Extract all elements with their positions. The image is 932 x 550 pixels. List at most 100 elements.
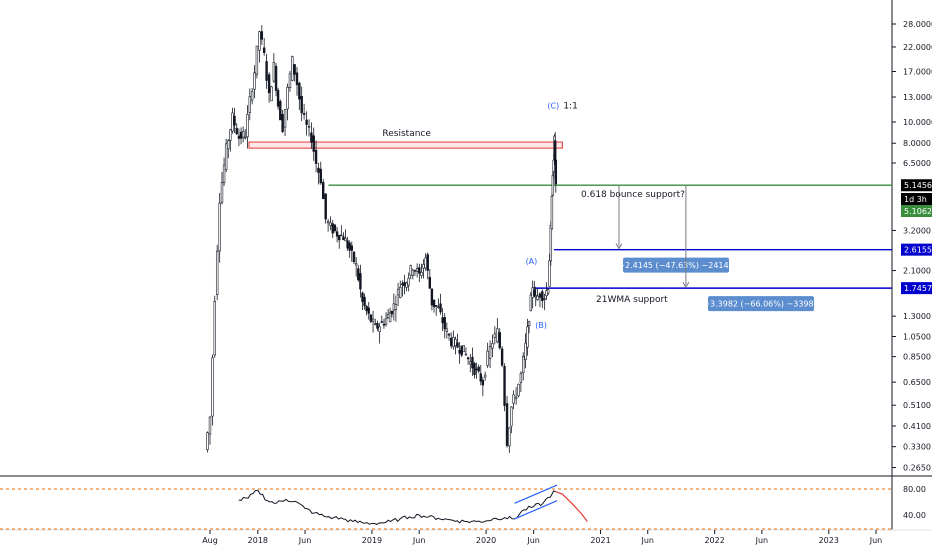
candle-body bbox=[272, 61, 276, 82]
candle-body bbox=[488, 346, 492, 359]
oscillator-channel-lower[interactable] bbox=[514, 500, 558, 520]
candle bbox=[394, 295, 398, 322]
candle bbox=[213, 295, 216, 358]
candle-body bbox=[514, 396, 518, 399]
candle bbox=[298, 81, 301, 110]
candle bbox=[428, 268, 432, 289]
candle bbox=[314, 140, 318, 173]
candle bbox=[420, 263, 423, 279]
candle bbox=[418, 263, 421, 283]
candle bbox=[255, 45, 259, 79]
candle-body bbox=[466, 357, 470, 360]
candle-body bbox=[549, 225, 553, 262]
candle-body bbox=[399, 287, 402, 298]
wave-label: (C) bbox=[547, 102, 559, 111]
candle bbox=[342, 232, 345, 241]
candle-body bbox=[519, 373, 523, 383]
price-axis-tag: 5.1062 bbox=[901, 205, 932, 217]
candle-body bbox=[206, 432, 209, 450]
candle bbox=[384, 312, 388, 327]
candle-body bbox=[541, 291, 544, 301]
candle-body bbox=[255, 45, 259, 75]
candle bbox=[454, 336, 457, 355]
candle bbox=[380, 315, 384, 324]
main-pane[interactable] bbox=[0, 0, 892, 476]
candle bbox=[319, 161, 322, 185]
candle bbox=[270, 85, 273, 102]
candle-body bbox=[517, 383, 520, 397]
candle bbox=[274, 62, 278, 97]
candle bbox=[524, 333, 527, 369]
candle-body bbox=[403, 282, 406, 287]
price-tick-label: 13.0000 bbox=[903, 93, 932, 102]
candle bbox=[335, 227, 339, 243]
candle-body bbox=[508, 427, 511, 447]
time-tick-label: Jun bbox=[412, 536, 426, 545]
price-axis-tag-bg bbox=[901, 243, 932, 256]
candle-body bbox=[386, 314, 390, 319]
candle-body bbox=[413, 270, 417, 272]
candle-body bbox=[500, 348, 504, 366]
candle bbox=[432, 299, 436, 313]
candle bbox=[415, 263, 419, 278]
candle bbox=[291, 55, 294, 82]
candle-body bbox=[357, 268, 360, 281]
candle bbox=[500, 346, 504, 368]
candle-body bbox=[258, 31, 261, 51]
resistance-zone[interactable] bbox=[248, 141, 563, 149]
candle-body bbox=[382, 323, 386, 326]
candle-body bbox=[536, 295, 539, 301]
oscillator-channel-upper[interactable] bbox=[514, 484, 558, 504]
candle bbox=[241, 126, 245, 143]
candle-body bbox=[503, 366, 506, 406]
candle-body bbox=[450, 337, 453, 347]
candle-body bbox=[420, 271, 423, 276]
candle bbox=[469, 353, 472, 373]
candle-body bbox=[524, 342, 527, 360]
candle-body bbox=[244, 136, 247, 139]
candle-body bbox=[409, 265, 412, 276]
candle bbox=[481, 376, 485, 397]
candle bbox=[435, 305, 438, 316]
price-axis-tag: 5.1456 bbox=[901, 179, 932, 192]
candle-body bbox=[378, 326, 381, 332]
candle bbox=[529, 292, 533, 312]
candle bbox=[295, 66, 299, 96]
candle-body bbox=[428, 276, 432, 289]
wma-support-label: 21WMA support bbox=[596, 295, 668, 305]
candle-body bbox=[346, 240, 349, 249]
candle-body bbox=[475, 368, 478, 371]
candle-body bbox=[295, 72, 299, 86]
candle-body bbox=[270, 86, 273, 102]
candle bbox=[445, 322, 449, 339]
candle bbox=[533, 281, 536, 298]
candle bbox=[333, 224, 337, 233]
candle bbox=[483, 371, 487, 381]
candle-body bbox=[312, 135, 315, 152]
candle-body bbox=[246, 114, 249, 138]
candle bbox=[302, 103, 306, 120]
candle bbox=[312, 127, 315, 161]
candle-body bbox=[456, 342, 459, 348]
bounce-support-label: 0.618 bounce support? bbox=[581, 190, 685, 200]
candle-body bbox=[222, 164, 226, 184]
price-tick-label: 22.0000 bbox=[903, 43, 932, 52]
candle bbox=[272, 53, 276, 83]
time-tick-label: Jun bbox=[526, 536, 540, 545]
measurement-label-box bbox=[708, 296, 814, 312]
candle-body bbox=[314, 149, 318, 164]
measurement-label-text: −2.4145 (−47.63%) −24145 bbox=[618, 261, 733, 270]
candle-body bbox=[317, 167, 320, 173]
candle bbox=[514, 387, 518, 405]
candle-body bbox=[305, 119, 308, 125]
candle-body bbox=[384, 318, 388, 325]
candle-body bbox=[310, 132, 313, 143]
oscillator-tick-label: 40.00 bbox=[903, 511, 926, 520]
candle-body bbox=[250, 91, 254, 101]
candle bbox=[411, 268, 415, 280]
candle bbox=[293, 64, 296, 82]
candle bbox=[491, 334, 494, 358]
candle bbox=[340, 225, 343, 237]
candle bbox=[376, 320, 379, 332]
